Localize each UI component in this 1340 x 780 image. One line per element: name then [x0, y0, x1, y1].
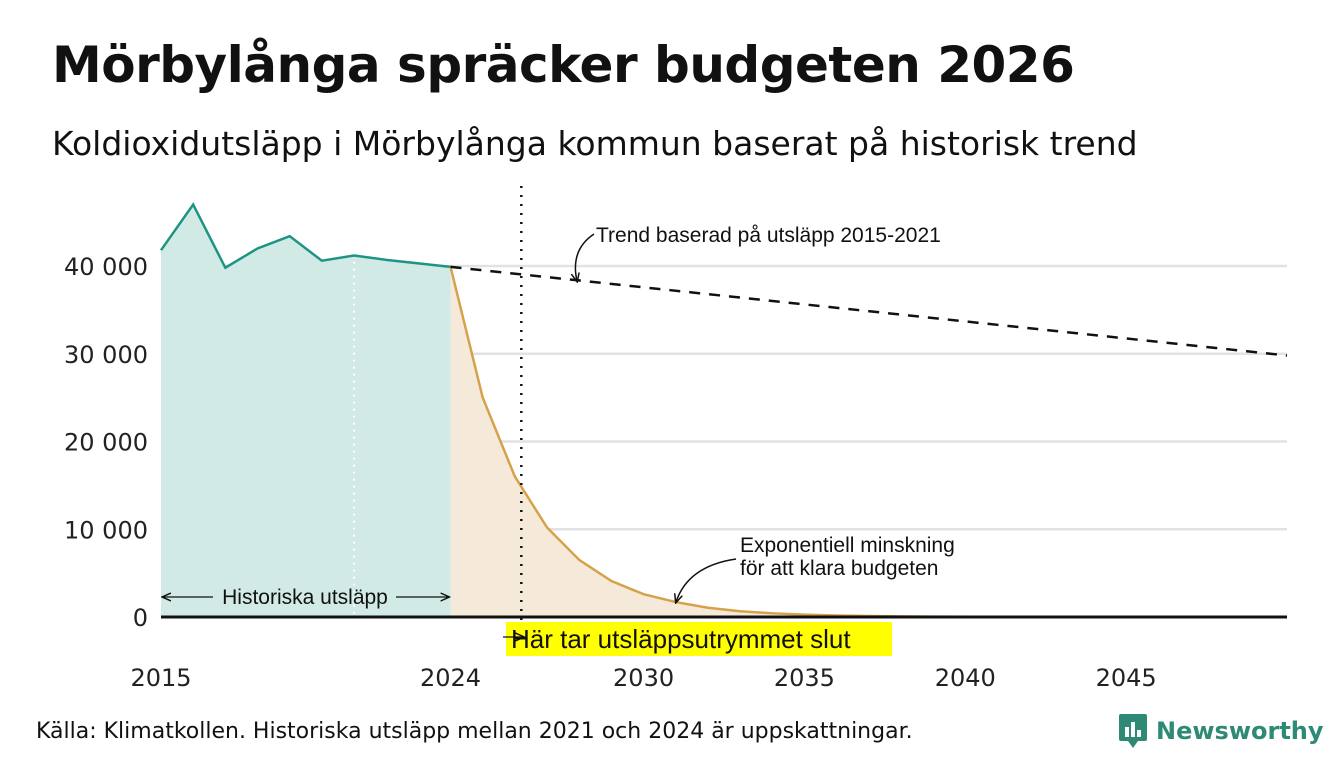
x-tick-label: 2045: [1096, 664, 1157, 692]
x-tick-label: 2030: [613, 664, 674, 692]
budget-end-highlight: [506, 622, 892, 656]
historical-annotation: Historiska utsläpp: [222, 586, 388, 609]
axis-layer: 0 10 000 20 000 30 000 40 000 2015 2024 2030 203…: [64, 253, 1287, 692]
y-tick-label: 20 000: [64, 429, 148, 457]
exponential-annotation-line2: för att klara budgeten: [740, 557, 938, 580]
exponential-annotation-line1: Exponentiell minskning: [740, 534, 955, 557]
historical-line: [159, 202, 451, 270]
budget-end-annotation: Här tar utsläppsutrymmet slut: [511, 624, 851, 654]
exponential-annotation-arrow: [676, 558, 737, 602]
x-tick-label: 2024: [420, 664, 481, 692]
y-tick-label: 40 000: [64, 253, 148, 281]
emissions-chart: 0 10 000 20 000 30 000 40 000 2015 2024 2030 203…: [64, 186, 1288, 692]
chart-title: Mörbylånga spräcker budgeten 2026: [52, 36, 1075, 94]
chart-subtitle: Koldioxidutsläpp i Mörbylånga kommun bas…: [52, 124, 1138, 163]
brand-name: Newsworthy: [1156, 717, 1324, 745]
y-tick-label: 0: [133, 604, 148, 632]
x-tick-label: 2040: [935, 664, 996, 692]
newsworthy-logo-icon: [1119, 714, 1147, 748]
area-layer: [161, 204, 1287, 617]
historical-area: [161, 204, 451, 617]
budget-area: [450, 266, 1287, 617]
trend-line: [450, 265, 1288, 357]
trend-annotation: Trend baserad på utsläpp 2015-2021: [596, 224, 941, 247]
source-note: Källa: Klimatkollen. Historiska utsläpp …: [36, 719, 913, 744]
x-tick-label: 2035: [774, 664, 835, 692]
y-tick-label: 30 000: [64, 341, 148, 369]
annotation-layer: Trend baserad på utsläpp 2015-2021 Expone…: [163, 186, 955, 656]
x-tick-label: 2015: [130, 664, 191, 692]
trend-annotation-arrow: [575, 233, 595, 281]
brand-logo: Newsworthy: [1118, 712, 1324, 750]
y-tick-label: 10 000: [64, 516, 148, 544]
